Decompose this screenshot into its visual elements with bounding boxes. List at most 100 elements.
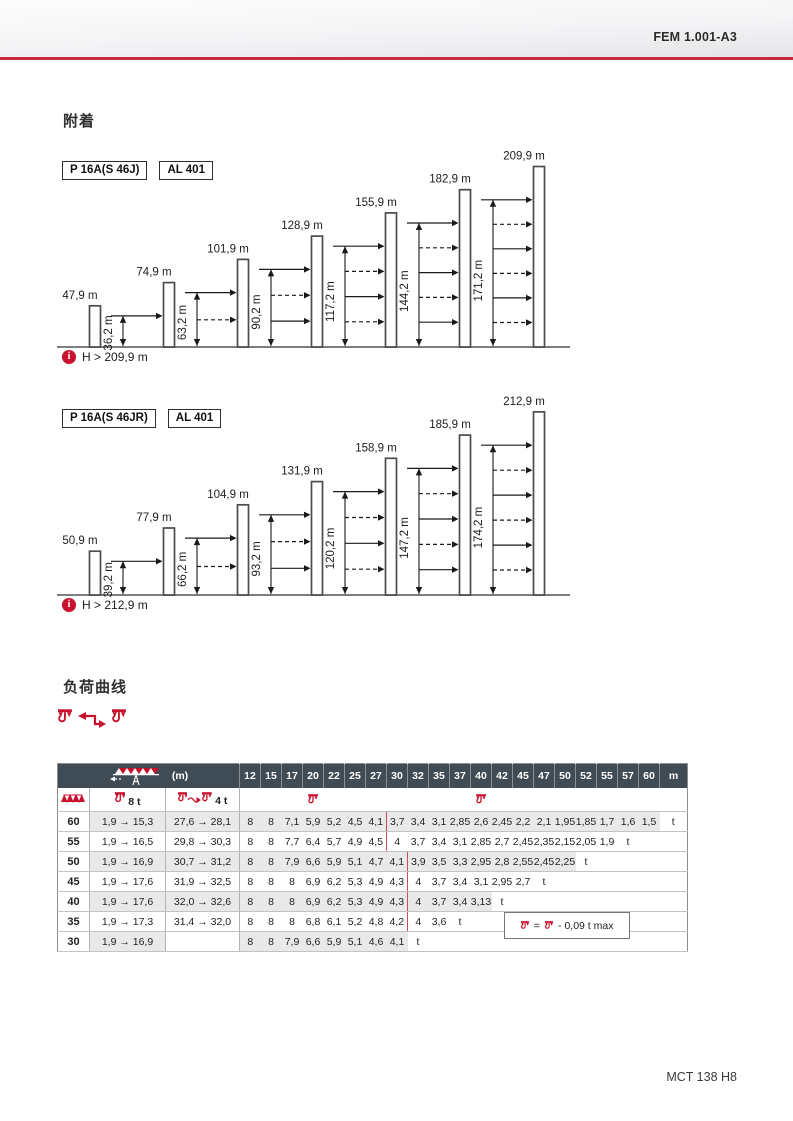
load-value-cell: t [407, 931, 429, 952]
load-value-cell: 2,8 [491, 851, 513, 872]
radius-header-cell: 20 [302, 763, 324, 788]
anchoring-diagram-canvas: 47,9 m 74,9 m 36,2 m 101,9 m 63,2 m 128,9 m 90… [57, 150, 570, 351]
trolley-hook-icon [476, 793, 486, 803]
mast-model-box: P 16A(S 46JR) [62, 409, 156, 428]
trolley-hook-icon [544, 920, 554, 929]
mast-model-box: P 16A(S 46J) [62, 161, 148, 180]
load-value-cell: 8 [281, 871, 303, 892]
load-row: 45 1,9 → 17,6 31,9 → 32,5 8 8 8 6,9 6,2 5,3 4,9 4,… [57, 871, 688, 892]
hook-reduction-note-box: = - 0,09 t max [504, 912, 630, 939]
tie-height-label: 144,2 m [399, 270, 411, 312]
load-value-cell: t [491, 891, 513, 912]
load-value-cell [554, 871, 576, 892]
load-value-cell: 3,7 [428, 871, 450, 892]
load-value-cell: 2,85 [449, 811, 471, 832]
config-boxes: P 16A(S 46JR) AL 401 [62, 409, 222, 428]
radius-header-cell: 60 [638, 763, 660, 788]
load-value-cell: 3,6 [428, 911, 450, 932]
load-row: 30 1,9 → 16,9 8 8 7,9 6,6 5,9 5,1 4,6 4,1 t [57, 931, 688, 952]
info-icon: i [62, 598, 76, 612]
load-value-cell: 4,3 [386, 891, 408, 912]
load-value-cell: 6,2 [323, 891, 345, 912]
tie-height-label: 147,2 m [399, 517, 411, 559]
radius-header-cell: 30 [386, 763, 408, 788]
load-value-cell: 2,95 [491, 871, 513, 892]
load-value-cell [512, 891, 534, 912]
load-value-cell: 4,8 [365, 911, 387, 932]
jib-length-cell: 40 [57, 891, 90, 912]
load-value-cell: 4,5 [344, 811, 366, 832]
range-8t-cell: 1,9 → 17,3 [89, 911, 166, 932]
radius-header-cell: 52 [575, 763, 597, 788]
load-value-cell: 6,1 [323, 911, 345, 932]
load-value-cell: 5,3 [344, 891, 366, 912]
jib-length-cell: 30 [57, 931, 90, 952]
load-value-cell: 5,9 [323, 931, 345, 952]
load-value-cell: 8 [260, 811, 282, 832]
tie-height-label: 90,2 m [251, 295, 263, 330]
load-value-cell: 4 [407, 911, 429, 932]
load-value-cell: 3,4 [407, 811, 429, 832]
load-value-cell: t [533, 871, 555, 892]
trolley-hook-icon [308, 793, 319, 803]
load-value-cell: 3,13 [470, 891, 492, 912]
load-value-cell: 6,9 [302, 891, 324, 912]
config-4t-cell: 4 t [165, 788, 240, 812]
load-value-cell: 8 [281, 911, 303, 932]
radius-header-cell: 32 [407, 763, 429, 788]
radius-header-row: (m) 12 15 17 20 22 25 27 30 32 35 37 40 42 45 47 50 52 55 5… [57, 763, 688, 788]
load-value-cell: 4,1 [365, 811, 387, 832]
load-value-cell: 5,3 [344, 871, 366, 892]
trolley-hook-icon [202, 792, 213, 802]
mast-height-label: 182,9 m [429, 174, 471, 186]
load-value-cell: 4,5 [365, 831, 387, 852]
load-value-cell: 3,7 [428, 891, 450, 912]
radius-header-cell: 42 [491, 763, 513, 788]
load-value-cell: 4,9 [365, 871, 387, 892]
anchoring-diagram-canvas: 50,9 m 77,9 m 39,2 m 104,9 m 66,2 m 131,9 m 93… [57, 396, 570, 597]
load-value-cell: 3,5 [428, 851, 450, 872]
load-value-cell: 8 [260, 931, 282, 952]
range-4t-cell: 29,8 → 30,3 [165, 831, 240, 852]
load-value-cell: 4,6 [365, 931, 387, 952]
jib-length-cell: 50 [57, 851, 90, 872]
load-value-cell: 4,3 [386, 871, 408, 892]
load-value-cell [554, 891, 576, 912]
load-value-cell [659, 911, 688, 932]
height-info-note: i H > 209,9 m [62, 350, 148, 364]
load-row: 60 1,9 → 15,3 27,6 → 28,1 8 8 7,1 5,9 5,2 4,5 4,1… [57, 811, 688, 832]
load-value-cell: 7,1 [281, 811, 303, 832]
radius-header-cell: 45 [512, 763, 534, 788]
load-value-cell: 3,1 [449, 831, 471, 852]
load-row: 40 1,9 → 17,6 32,0 → 32,6 8 8 8 6,9 6,2 5,3 4,9 4,… [57, 891, 688, 912]
load-value-cell: 7,9 [281, 931, 303, 952]
load-value-cell [470, 931, 492, 952]
load-value-cell: 3,7 [386, 811, 408, 832]
trolley-hook-icon [114, 791, 126, 802]
config-8t-cell: 8 t [89, 788, 166, 812]
load-value-cell: 8 [239, 931, 261, 952]
load-value-cell: 1,7 [596, 811, 618, 832]
load-value-cell: 6,8 [302, 911, 324, 932]
load-value-cell [596, 891, 618, 912]
load-value-cell: 8 [239, 891, 261, 912]
jib-length-cell: 35 [57, 911, 90, 932]
mast-height-label: 101,9 m [207, 243, 249, 255]
radius-header-cell: 55 [596, 763, 618, 788]
mast-height-label: 50,9 m [62, 535, 97, 547]
load-value-cell [659, 871, 688, 892]
load-value-cell: 2,45 [533, 851, 555, 872]
load-value-cell: 2,05 [575, 831, 597, 852]
info-note-text: H > 212,9 m [82, 598, 148, 612]
load-value-cell: 8 [260, 871, 282, 892]
load-value-cell [659, 891, 688, 912]
info-note-text: H > 209,9 m [82, 350, 148, 364]
mast-height-label: 209,9 m [503, 150, 545, 162]
mast-height-label: 131,9 m [281, 466, 323, 478]
load-value-cell: 3,4 [449, 871, 471, 892]
document-code: MCT 138 H8 [666, 1070, 737, 1084]
tie-height-label: 66,2 m [177, 552, 189, 587]
radius-header-cell: 25 [344, 763, 366, 788]
load-value-cell: 4,9 [344, 831, 366, 852]
